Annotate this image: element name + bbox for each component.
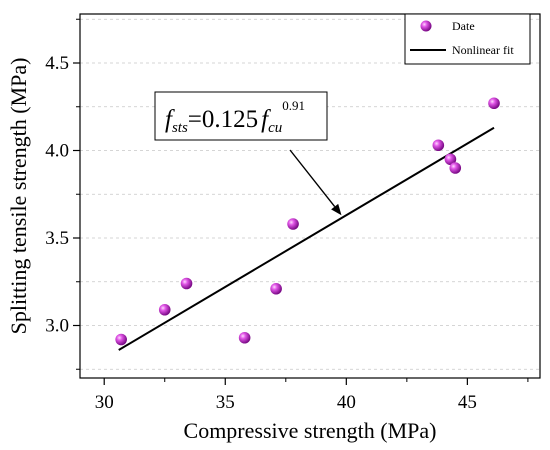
y-axis-title: Splitting tensile strength (MPa) (6, 58, 31, 335)
x-tick-label: 40 (337, 392, 356, 413)
data-point (115, 333, 127, 346)
eq-sup: 0.91 (282, 98, 305, 113)
legend-marker-date (420, 20, 432, 32)
x-axis-title: Compressive strength (MPa) (184, 418, 437, 443)
data-point (180, 277, 193, 290)
data-point (444, 153, 457, 166)
y-tick-label: 4.5 (45, 53, 69, 74)
equation-text: fsts=0.125 fcu0.91 (165, 98, 305, 136)
legend-label-date: Date (452, 19, 475, 33)
y-tick-label: 4.0 (45, 141, 69, 162)
points-layer (115, 97, 500, 346)
eq-sub1: sts (172, 120, 188, 136)
x-tick-label: 35 (216, 392, 235, 413)
legend-label-fit: Nonlinear fit (452, 43, 514, 57)
data-point (287, 218, 299, 230)
eq-f1: f (165, 106, 175, 133)
y-tick-label: 3.5 (45, 228, 69, 249)
data-point (238, 331, 251, 344)
grid-lines (80, 18, 540, 370)
fit-line (118, 126, 495, 351)
data-point (449, 162, 462, 174)
fit-layer (118, 126, 495, 351)
eq-f2: f (261, 106, 271, 133)
equation-annotation: fsts=0.125 fcu0.91 (154, 91, 342, 216)
axis-ticks: 30 35 40 45 3.0 3.5 4.0 4.5 (45, 18, 529, 413)
x-tick-label: 30 (95, 392, 114, 413)
plot-frame (79, 13, 541, 379)
legend: Date Nonlinear fit (404, 13, 531, 65)
x-tick-label: 45 (458, 392, 477, 413)
eq-main: =0.125 (188, 106, 258, 133)
y-tick-label: 3.0 (45, 316, 69, 337)
data-point (158, 303, 171, 316)
eq-sub2: cu (268, 120, 282, 136)
data-point (488, 97, 500, 110)
equation-box (154, 91, 328, 141)
equation-arrow-head (331, 203, 342, 216)
equation-arrow (289, 149, 336, 208)
data-point (432, 139, 445, 152)
data-point (270, 282, 282, 295)
